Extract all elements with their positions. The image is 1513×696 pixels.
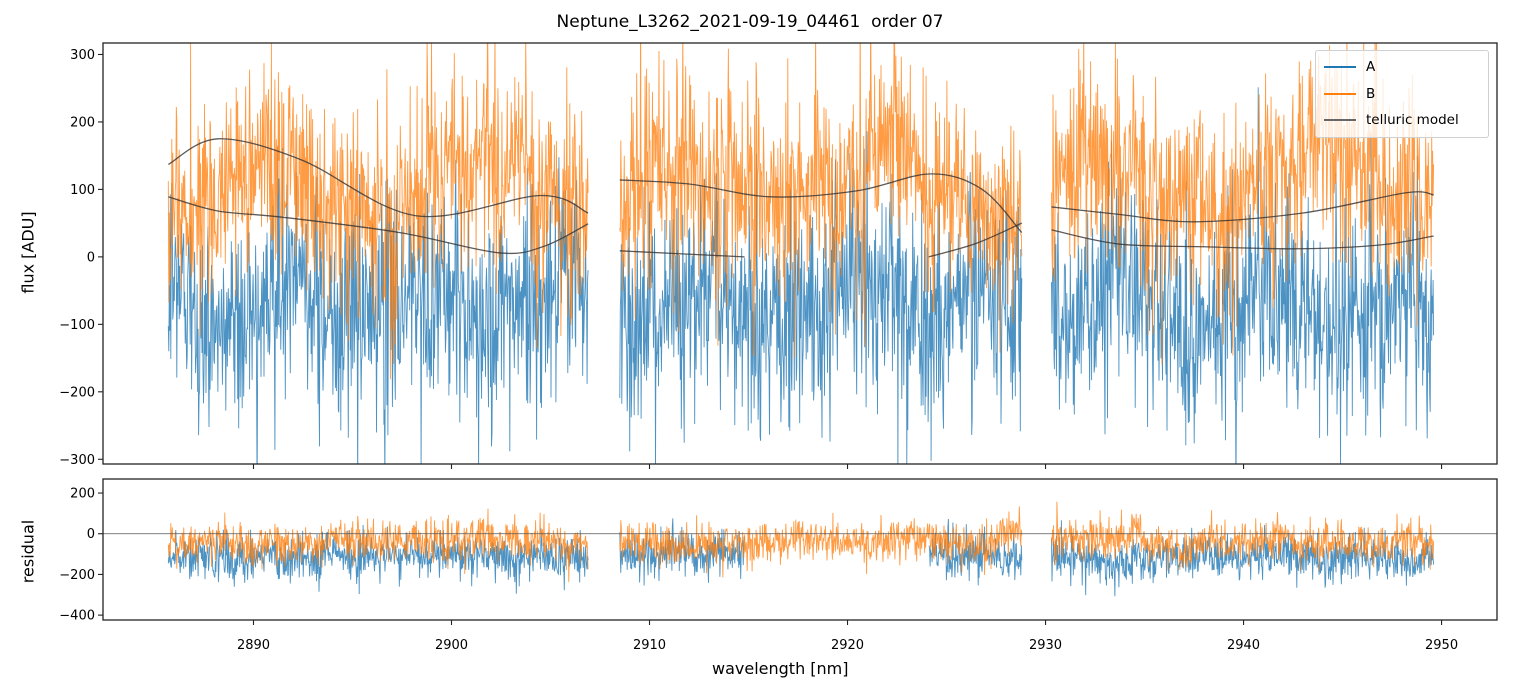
legend-line-telluric-icon — [1324, 119, 1356, 121]
flux-plot-area — [167, 43, 1435, 464]
residual-y-tick-label: 0 — [87, 527, 95, 542]
series-a-flux-line — [619, 131, 1023, 464]
residual-axes-frame — [102, 478, 1498, 621]
x-tick-label: 2890 — [237, 638, 270, 653]
flux-y-tick-label: 0 — [87, 250, 95, 265]
flux-y-tick-label: 300 — [70, 48, 95, 63]
telluric-model-line — [1051, 229, 1434, 250]
legend-item-a: A — [1324, 57, 1375, 77]
x-tick-label: 2900 — [435, 638, 468, 653]
series-b-flux-line — [167, 43, 589, 380]
chart-title: Neptune_L3262_2021-09-19_04461 order 07 — [556, 12, 944, 32]
telluric-model-line — [168, 196, 589, 255]
x-axis-label: wavelength [nm] — [712, 659, 849, 678]
x-tick-label: 2950 — [1425, 638, 1458, 653]
legend-item-telluric: telluric model — [1324, 110, 1459, 130]
flux-y-tick-label: 100 — [70, 183, 95, 198]
legend-label-telluric: telluric model — [1366, 112, 1459, 128]
legend-label-b: B — [1366, 86, 1376, 102]
residual-y-tick-label: 200 — [70, 487, 95, 502]
flux-y-tick-label: −300 — [59, 453, 95, 468]
series-a-flux-line — [1051, 87, 1435, 464]
flux-y-tick-label: −200 — [59, 385, 95, 400]
series-a-flux-line — [167, 145, 589, 464]
x-tick-label: 2920 — [831, 638, 864, 653]
telluric-model-line — [1051, 191, 1434, 223]
telluric-model-line — [928, 222, 1023, 258]
legend-line-b-icon — [1324, 93, 1356, 95]
x-tick-label: 2910 — [633, 638, 666, 653]
flux-axes-frame — [102, 42, 1498, 465]
residual-y-axis-label: residual — [18, 519, 38, 584]
residual-plot-area — [103, 501, 1497, 597]
telluric-model-line — [168, 138, 589, 218]
legend-item-b: B — [1324, 84, 1375, 104]
series-b-flux-line — [619, 43, 1023, 358]
flux-y-axis-label: flux [ADU] — [18, 211, 38, 294]
residual-y-tick-label: −200 — [59, 568, 95, 583]
legend-label-a: A — [1366, 59, 1376, 75]
series-b-residual-line — [1051, 501, 1435, 572]
flux-y-tick-label: 200 — [70, 115, 95, 130]
x-tick-label: 2940 — [1227, 638, 1260, 653]
series-a-residual-line — [1051, 520, 1435, 597]
series-b-residual-line — [619, 506, 1023, 578]
telluric-model-line — [619, 250, 745, 258]
legend-line-a-icon — [1324, 66, 1356, 68]
residual-y-tick-label: −400 — [59, 609, 95, 624]
legend: A B telluric model — [1315, 50, 1489, 138]
telluric-model-line — [619, 173, 1023, 234]
x-tick-label: 2930 — [1029, 638, 1062, 653]
flux-y-tick-label: −100 — [59, 318, 95, 333]
series-b-residual-line — [167, 508, 589, 583]
